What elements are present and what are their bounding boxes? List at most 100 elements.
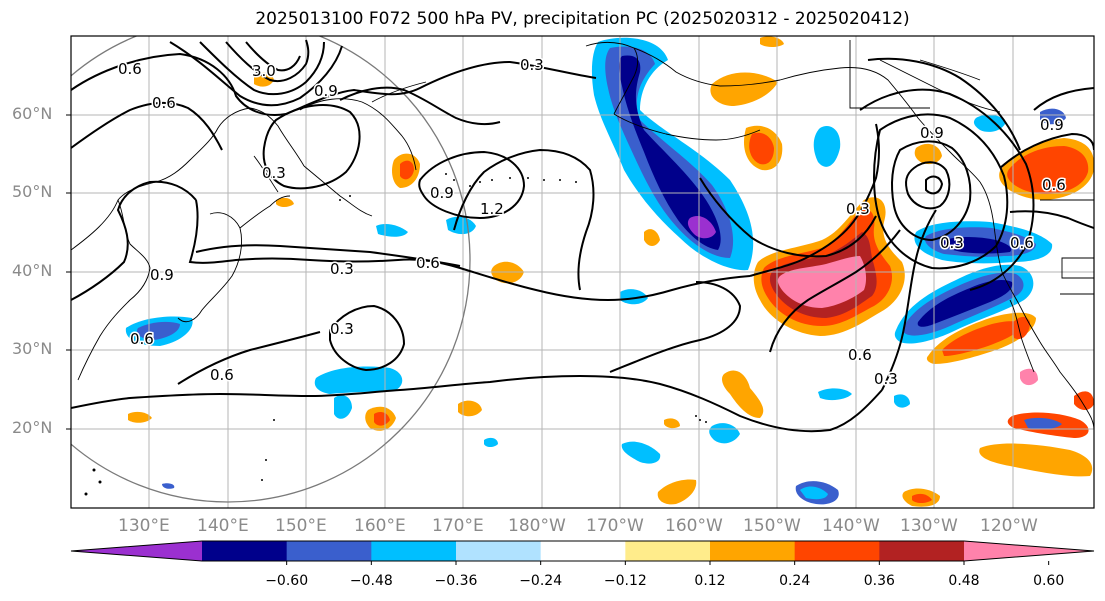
pos-20n-far [1074,391,1094,410]
neg-patch-kuril-2 [376,224,408,237]
neg-patch-22n-w [334,395,352,419]
contour-label: 0.9 [920,124,944,142]
colorbar [70,540,1095,565]
neg-bc-small-2 [1040,108,1066,125]
colorbar-tick-label: 0.60 [1033,573,1065,589]
lat-label-30n: 30°N [12,339,53,358]
neg-patch-25n [314,366,403,394]
map-title: 2025013100 F072 500 hPa PV, precipitatio… [255,9,910,29]
precipitation-shading [125,36,1094,507]
contour-label: 0.3 [874,370,898,388]
neg-pnw-core [943,237,1012,254]
neg-patch-10n-core [800,486,828,500]
pos-patch-20n-w3 [128,411,152,423]
lon-label: 140°W [822,516,880,536]
neg-patch-gulf [813,126,841,167]
colorbar-segment [879,541,965,561]
contour-label: 0.6 [416,254,440,272]
contour-label: 0.6 [1010,234,1034,252]
colorbar-tick-label: −0.60 [265,573,309,589]
contour-label: 3.0 [252,62,276,80]
contour-label: 0.9 [1040,116,1064,134]
pos-bc-small [914,143,942,165]
pos-patch-35n [644,229,660,246]
lat-label-20n: 20°N [12,418,53,437]
pos-patch-alaska [710,72,778,106]
pos-patch-10n [657,479,697,505]
neg-band-core [619,55,721,251]
pos-patch-20n-w2 [458,400,482,417]
contour-label: 0.9 [314,82,338,100]
neg-patch-18n [709,423,740,444]
pos-patch-50n-w [276,197,294,207]
contour-label: 0.3 [262,164,286,182]
colorbar-tick-label: −0.36 [434,573,478,589]
contour-label: 0.6 [210,366,234,384]
lon-label: 160°E [354,516,406,536]
colorbar-segment [456,541,542,561]
contour-label: 0.6 [118,60,142,78]
neg-bc-small [973,114,1006,132]
pos-band-32n-red [942,321,1022,356]
colorbar-tick-label: −0.12 [603,573,647,589]
contour-label: 1.2 [480,200,504,218]
pos-patch-20n-w-red [374,412,390,426]
colorbar-tick-label: 0.36 [863,573,895,589]
neg-20n-east [1024,417,1062,430]
colorbar-extend-low [71,541,202,561]
lat-label-50n: 50°N [12,182,53,201]
contour-label: 0.3 [330,260,354,278]
neg-band-purple [687,215,716,239]
colorbar-segment [286,541,372,561]
pos-band-coast [1012,316,1030,340]
contour-label: 0.3 [846,200,870,218]
pos-patch-kam [254,72,274,87]
range-circle [71,36,471,503]
pos-patch-10n-east-red [912,493,932,503]
pos-patch-japan-red [400,160,414,180]
contour-label: 0.3 [940,234,964,252]
pos-blob-pink [777,256,867,308]
lon-label: 130°E [118,516,170,536]
title-wrap: 2025013100 F072 500 hPa PV, precipitatio… [0,0,1105,34]
neg-patch-22n [818,388,852,401]
colorbar-tick-label: −0.48 [349,573,393,589]
contour-label: 0.9 [430,184,454,202]
lon-label: 150°W [743,516,801,536]
colorbar-outline [70,540,1095,562]
lon-label: 170°W [586,516,644,536]
neg-coast-core [917,280,1013,327]
colorbar-tick-label: 0.24 [779,573,811,589]
contour-label: 0.9 [150,266,174,284]
lat-label-40n: 40°N [12,261,53,280]
contour-label: 0.3 [520,56,544,74]
contour-label: 0.6 [130,330,154,348]
contour-label: 0.6 [848,346,872,364]
lon-label: 180°W [508,516,566,536]
pos-patch-18n [664,418,680,429]
pos-patch-gulf-core [749,132,774,165]
colorbar-segment [540,541,626,561]
lon-label: 140°E [197,516,249,536]
colorbar-segment [371,541,457,561]
pos-patch-23n [722,370,764,418]
colorbar-segment [794,541,880,561]
neg-patch-16n [621,441,661,464]
pos-bc-red [1007,146,1089,194]
map-content: 0.6 0.6 0.3 3.0 0.9 0.3 0.9 1.2 0.3 0.6 … [71,36,1094,508]
lon-label: 120°W [980,516,1038,536]
pos-25n-east [1020,368,1038,386]
colorbar-segment [202,541,288,561]
pv-contours [71,39,1094,433]
neg-patch-alaska-top [760,36,784,47]
colorbar-tick-label: 0.12 [694,573,726,589]
contour-label: 0.6 [1042,176,1066,194]
contour-label: 0.3 [330,320,354,338]
contour-label: 0.6 [152,94,176,112]
lon-label: 160°W [665,516,723,536]
islands [84,173,707,496]
colorbar-segment [625,541,711,561]
axis-ticks [66,114,71,430]
neg-patch-okinawa-2 [136,321,180,340]
